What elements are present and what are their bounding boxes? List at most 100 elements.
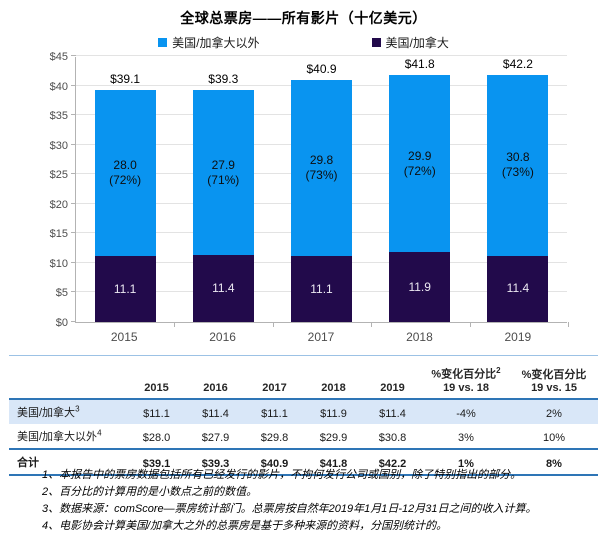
y-axis-label: $25 — [49, 169, 68, 181]
table-corner-cell — [9, 356, 127, 399]
row-label: 合计 — [17, 456, 39, 469]
legend-swatch-intl-icon — [158, 38, 168, 47]
table-body: 美国/加拿大3 $11.1 $11.4 $11.1 $11.9 $11.4 -4% 2% 美国/… — [9, 398, 598, 475]
table-cell: $11.4 — [379, 407, 406, 420]
bar-total-label: $39.3 — [208, 72, 239, 86]
legend-label-domestic: 美国/加拿大 — [385, 36, 449, 50]
x-tick-mark — [371, 322, 372, 327]
bar-segment-domestic: 11.9 — [389, 252, 451, 322]
bar-segment-domestic: 11.4 — [192, 255, 254, 322]
bar-segment-domestic: 11.1 — [94, 256, 156, 322]
table-row: 美国/加拿大以外4 $28.0 $27.9 $29.8 $29.9 $30.8 3% 10% — [9, 424, 598, 449]
y-tick-mark — [71, 85, 76, 86]
y-tick-mark — [71, 144, 76, 145]
table-year-header: 2016 — [203, 381, 228, 394]
table-cell: 2% — [546, 407, 562, 420]
table-year-header: 2015 — [144, 381, 169, 394]
chart-legend: 美国/加拿大以外 美国/加拿大 — [0, 34, 607, 51]
table-change-header: %变化百分比2 19 vs. 18 — [431, 366, 501, 394]
footnotes: 1、本报告中的票房数据包括所有已经发行的影片，不拘何发行公司或国别，除了特别指出… — [42, 467, 592, 535]
bar-segment-intl: 29.9 (72%) — [389, 75, 451, 252]
table-cell: $27.9 — [201, 431, 230, 444]
x-axis-labels: 2015 2016 2017 2018 2019 — [75, 330, 567, 344]
table-cell: $11.1 — [143, 407, 170, 420]
y-axis-label: $30 — [49, 140, 68, 152]
table-cell: $11.9 — [320, 407, 347, 420]
gridline — [76, 55, 567, 56]
row-label: 美国/加拿大以外4 — [17, 428, 102, 443]
bar-2017: $40.9 29.8 (73%) 11.1 — [272, 57, 370, 322]
table-year-header: 2017 — [262, 381, 287, 394]
y-axis-label: $40 — [49, 81, 68, 93]
bar-2018: $41.8 29.9 (72%) 11.9 — [371, 57, 469, 322]
table-change-header: %变化百分比 19 vs. 15 — [521, 368, 587, 394]
table-cell: $28.0 — [142, 431, 171, 444]
table-year-header: 2018 — [321, 381, 346, 394]
y-tick-mark — [71, 55, 76, 56]
bar-segment-domestic: 11.4 — [487, 255, 549, 322]
bar-2016: $39.3 27.9 (71%) 11.4 — [174, 57, 272, 322]
y-axis-label: $0 — [55, 317, 68, 329]
x-tick-mark — [174, 322, 175, 327]
footnote-3: 3、数据来源：comScore—票房统计部门。总票房按自然年2019年1月1日-… — [42, 503, 537, 515]
x-axis-label: 2015 — [110, 330, 138, 344]
table-year-header: 2019 — [380, 381, 405, 394]
bar-total-label: $41.8 — [404, 57, 435, 71]
row-label: 美国/加拿大3 — [17, 404, 80, 419]
table-row: 合计 $39.1 $39.3 $40.9 $41.8 $42.2 1% 8% — [9, 449, 598, 475]
bar-segment-intl: 27.9 (71%) — [192, 90, 254, 255]
table-cell: $29.8 — [260, 431, 289, 444]
y-axis-label: $10 — [49, 258, 68, 270]
y-tick-mark — [71, 291, 76, 292]
plot-area: $39.1 28.0 (72%) 11.1 $39.3 27.9 (71%) 11.4 $40.… — [71, 55, 569, 327]
bar-total-label: $42.2 — [502, 57, 533, 71]
stacked-bar-chart: $39.1 28.0 (72%) 11.1 $39.3 27.9 (71%) 11.4 $40.… — [0, 51, 607, 348]
table-cell: -4% — [456, 407, 476, 420]
y-tick-mark — [71, 173, 76, 174]
y-axis-label: $20 — [49, 199, 68, 211]
table-cell: 10% — [542, 431, 566, 444]
x-axis-label: 2017 — [307, 330, 335, 344]
table-cell: $41.8 — [319, 457, 348, 470]
page-title: 全球总票房——所有影片（十亿美元） — [180, 10, 427, 26]
x-axis-label: 2019 — [504, 330, 532, 344]
y-axis-label: $45 — [49, 51, 68, 63]
y-tick-mark — [71, 232, 76, 233]
table-cell: $29.9 — [319, 431, 348, 444]
bar-segment-intl: 30.8 (73%) — [487, 75, 549, 256]
legend-swatch-domestic-icon — [371, 38, 381, 47]
y-tick-mark — [71, 203, 76, 204]
table-header: 2015 2016 2017 2018 2019 %变化百分比2 19 vs. 18 %变化百… — [9, 356, 598, 399]
y-axis-label: $5 — [55, 287, 68, 299]
table-cell: 3% — [458, 431, 474, 444]
footnote-2: 2、百分比的计算用的是小数点之前的数值。 — [42, 486, 258, 498]
bar-segment-intl: 29.8 (73%) — [291, 80, 352, 256]
x-axis-label: 2018 — [406, 330, 433, 344]
table-cell: $30.8 — [378, 431, 407, 444]
bar-2015: $39.1 28.0 (72%) 11.1 — [76, 57, 174, 322]
y-tick-mark — [71, 262, 76, 263]
y-tick-mark — [71, 114, 76, 115]
bar-segment-domestic: 11.1 — [291, 256, 352, 322]
table-cell: $11.1 — [261, 407, 288, 420]
summary-table: 2015 2016 2017 2018 2019 %变化百分比2 19 vs. 18 %变化百… — [9, 355, 598, 476]
y-axis-label: $35 — [49, 110, 68, 122]
y-axis-label: $15 — [49, 228, 68, 240]
x-axis-label: 2016 — [209, 330, 236, 344]
bar-2019: $42.2 30.8 (73%) 11.4 — [469, 57, 567, 322]
table-cell: $42.2 — [378, 457, 407, 470]
legend-item-domestic: 美国/加拿大 — [371, 34, 449, 51]
footnote-4: 4、电影协会计算美国/加拿大之外的总票房是基于多种来源的资料，分国别统计的。 — [42, 520, 448, 532]
x-tick-mark — [273, 322, 274, 327]
table-cell: $39.1 — [142, 457, 171, 470]
x-tick-mark — [568, 322, 569, 327]
footnote-1: 1、本报告中的票房数据包括所有已经发行的影片，不拘何发行公司或国别，除了特别指出… — [42, 469, 522, 481]
table-cell: 1% — [458, 457, 474, 470]
legend-label-intl: 美国/加拿大以外 — [172, 36, 260, 50]
y-tick-mark — [71, 321, 76, 322]
table-cell: $11.4 — [202, 407, 229, 420]
legend-item-intl: 美国/加拿大以外 — [158, 34, 260, 51]
bar-total-label: $39.1 — [110, 72, 141, 86]
bar-total-label: $40.9 — [306, 62, 337, 76]
table-cell: $40.9 — [260, 457, 289, 470]
